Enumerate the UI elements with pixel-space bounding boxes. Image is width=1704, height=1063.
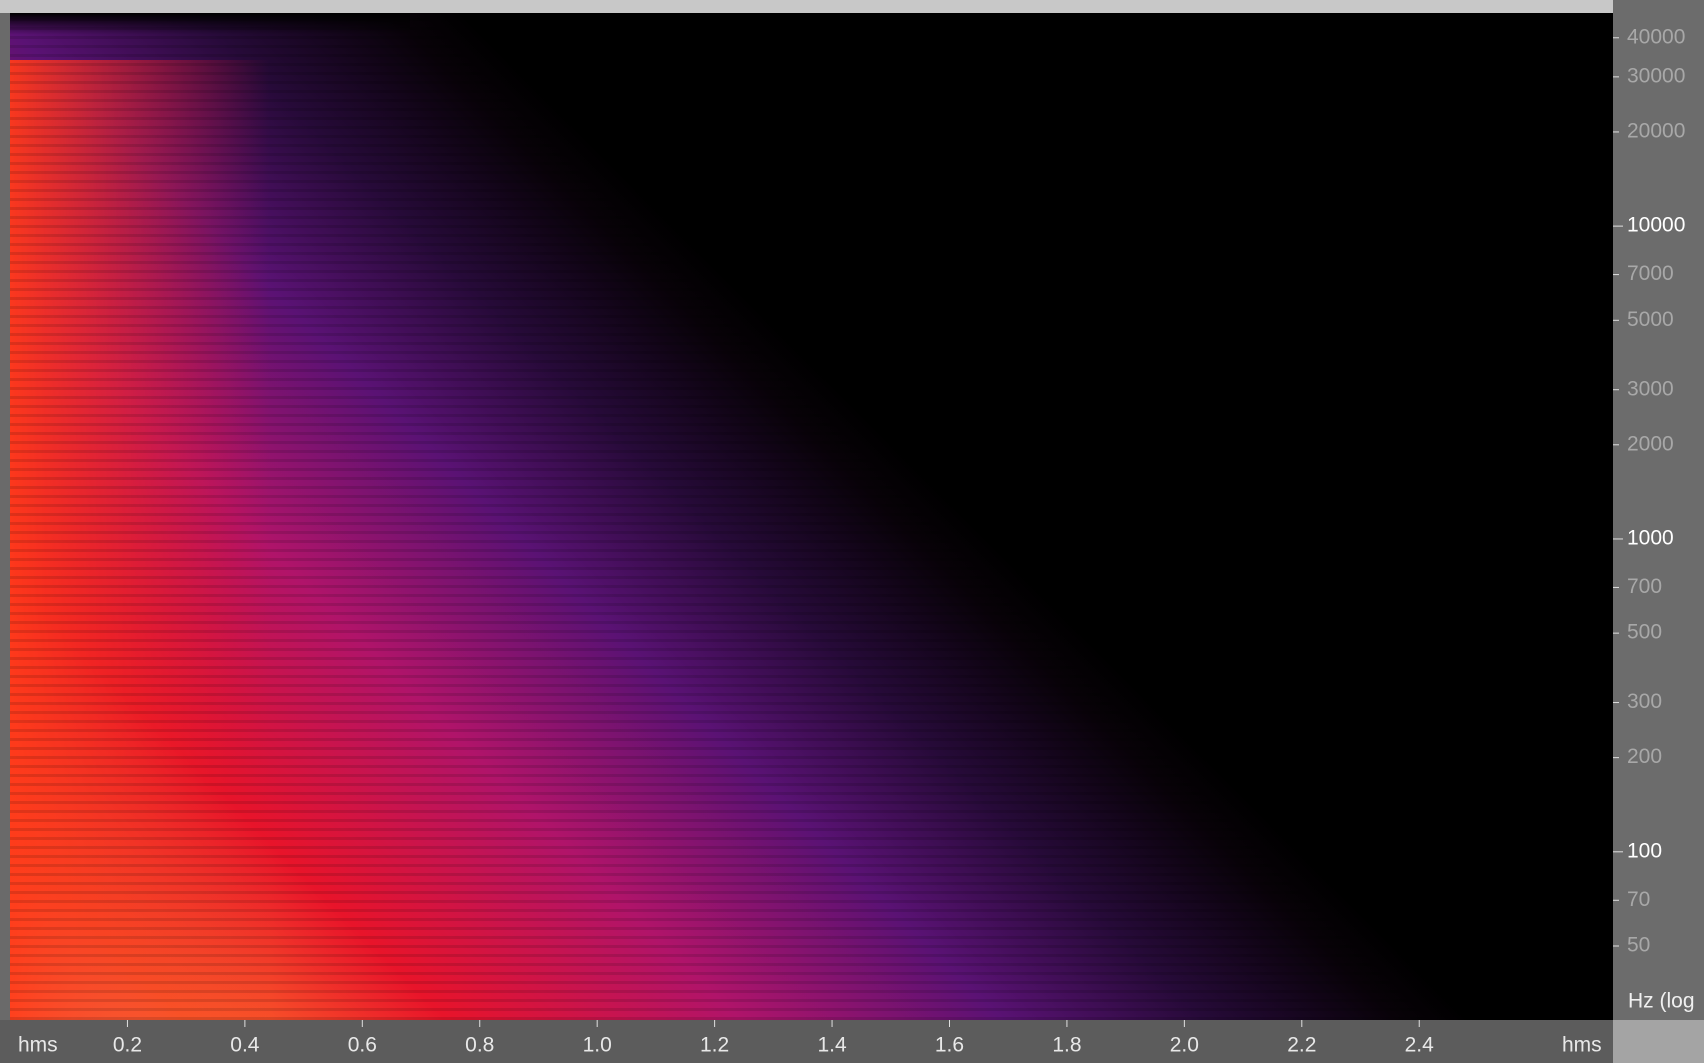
x-tick-label: 1.0 bbox=[583, 1034, 612, 1057]
y-tick-label: 3000 bbox=[1627, 377, 1674, 400]
y-tick-label: 2000 bbox=[1627, 432, 1674, 455]
x-tick-label: 1.6 bbox=[935, 1034, 964, 1057]
x-unit-right: hms bbox=[1562, 1034, 1602, 1057]
corner bbox=[1613, 1020, 1704, 1063]
y-tick-label: 5000 bbox=[1627, 308, 1674, 331]
y-tick-label: 1000 bbox=[1627, 527, 1674, 550]
x-tick-label: 2.2 bbox=[1287, 1034, 1316, 1057]
spectrogram-texture bbox=[10, 13, 1613, 1020]
title-strip bbox=[0, 0, 1704, 13]
x-tick-label: 2.0 bbox=[1170, 1034, 1199, 1057]
x-tick-label: 2.4 bbox=[1405, 1034, 1435, 1057]
y-tick-label: 70 bbox=[1627, 888, 1650, 911]
x-tick-label: 1.2 bbox=[700, 1034, 729, 1057]
x-axis-panel bbox=[0, 1020, 1613, 1063]
y-tick-label: 50 bbox=[1627, 934, 1650, 957]
x-tick-label: 1.8 bbox=[1052, 1034, 1081, 1057]
y-axis-panel bbox=[1613, 0, 1704, 1020]
y-tick-label: 100 bbox=[1627, 839, 1662, 862]
x-tick-label: 0.6 bbox=[348, 1034, 377, 1057]
y-tick-label: 300 bbox=[1627, 690, 1662, 713]
x-tick-label: 1.4 bbox=[817, 1034, 847, 1057]
x-tick-label: 0.4 bbox=[230, 1034, 260, 1057]
y-tick-label: 500 bbox=[1627, 621, 1662, 644]
x-tick-label: 0.8 bbox=[465, 1034, 494, 1057]
y-axis-label: Hz (log bbox=[1628, 990, 1695, 1013]
y-tick-label: 40000 bbox=[1627, 25, 1685, 48]
x-unit-left: hms bbox=[18, 1034, 58, 1057]
y-tick-label: 30000 bbox=[1627, 64, 1685, 87]
y-tick-label: 10000 bbox=[1627, 214, 1685, 237]
y-tick-label: 700 bbox=[1627, 575, 1662, 598]
y-tick-label: 7000 bbox=[1627, 262, 1674, 285]
y-tick-label: 200 bbox=[1627, 745, 1662, 768]
y-tick-label: 20000 bbox=[1627, 119, 1685, 142]
x-tick-label: 0.2 bbox=[113, 1034, 142, 1057]
